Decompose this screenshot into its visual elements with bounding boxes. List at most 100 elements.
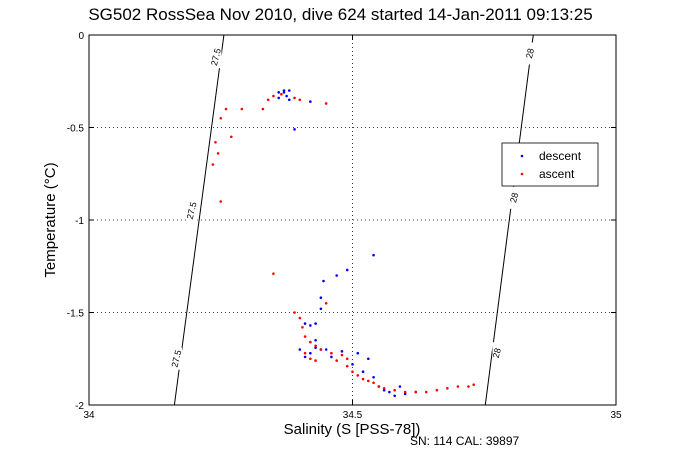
ascent-point [372,381,375,385]
ascent-point [367,379,370,383]
ascent-point [298,316,302,320]
descent-point [293,128,296,131]
descent-point [398,385,402,388]
ascent-point [280,92,283,96]
ascent-point [393,388,396,392]
ascent-point [324,102,328,105]
descent-point [340,350,344,353]
ascent-point [335,359,338,362]
descent-point [372,375,375,379]
legend-marker-descent [520,154,524,158]
isopycnal-label: 27.5 [185,201,199,220]
ascent-point [351,370,354,374]
legend-label-descent: descent [539,149,582,163]
ascent-point [356,374,360,377]
y-tick-label: -2 [75,401,84,412]
descent-point [367,357,370,361]
descent-point [356,351,360,355]
descent-point [303,355,307,359]
descent-point [322,279,325,283]
descent-point [298,348,302,351]
isopycnal-label-bg [509,186,520,209]
x-axis-label: Salinity (S [PSS-78]) [284,421,421,438]
ascent-point [303,335,307,338]
ascent-point [377,385,381,388]
y-tick-label: 0 [78,31,84,42]
grid-lines [89,35,616,405]
ascent-point [340,353,344,357]
ascent-point [314,359,317,362]
descent-point [287,89,291,92]
legend-box [501,142,599,187]
descent-point [324,348,328,351]
descent-point [382,388,386,392]
calibration-footer: SN: 114 CAL: 39897 [410,434,520,448]
ascent-point [211,163,215,166]
ascent-point [314,344,317,348]
x-tick-label: 34.5 [343,410,363,421]
descent-point [309,324,312,327]
ascent-point [309,340,312,344]
ascent-point [345,357,349,361]
ascent-point [214,141,217,144]
descent-point [282,89,286,92]
isopycnal-lines: 27.5 27.5 27.5 28 28 28 [169,34,536,406]
ascent-point [301,326,304,329]
isopycnal-label-bg [525,42,536,65]
descent-point [319,307,323,311]
ascent-point [330,351,333,355]
ascent-point [446,387,449,390]
y-tick-label: -1 [75,216,84,227]
y-axis-ticks: 0 -0.5 -1 -1.5 -2 [67,31,616,412]
descent-point [330,355,333,359]
y-tick-label: -1.5 [67,309,85,320]
ascent-point [414,390,418,394]
ascent-point [324,301,328,305]
ascent-point [293,96,296,100]
ascent-point [303,351,307,355]
x-tick-label: 34 [83,410,95,421]
isopycnal-label: 28 [508,192,520,204]
ascent-point [216,152,220,155]
ascent-point [382,387,386,390]
isopycnal-label-bg [211,46,222,69]
legend-label-ascent: ascent [539,167,575,181]
isopycnal-label: 27.5 [209,47,223,66]
ascent-point [345,364,349,368]
descent-point [403,392,407,396]
descent-point [314,322,317,325]
isopycnal-label-bg [187,199,198,222]
isopycnal-label: 28 [524,47,536,59]
descent-point [285,94,288,98]
isopycnal-label: 27.5 [169,349,183,368]
descent-point [345,268,349,272]
x-tick-label: 35 [610,410,622,421]
ascent-point [229,135,233,139]
x-axis-ticks: 34 34.5 35 [83,35,622,421]
ascent-point [219,200,223,203]
descent-point [277,96,281,100]
descent-point [314,338,317,342]
ascent-point [403,390,407,394]
ascent-point [319,348,323,351]
ascent-point [298,98,302,102]
isopycnal-line [173,34,225,406]
ascent-point [261,107,265,111]
descent-point [309,351,312,355]
isopycnal-label: 28 [491,347,503,359]
ascent-point [266,98,270,102]
ascent-point [467,385,470,388]
ascent-point [361,377,365,381]
descent-point [309,100,312,103]
legend-marker-ascent [520,172,524,176]
descent-point [388,390,391,394]
ascent-point [272,94,275,98]
descent-point [277,91,281,94]
ascent-point [293,311,296,314]
ascent-point [219,116,223,120]
ascent-point [272,272,275,275]
ascent-point [309,357,312,361]
descent-point [393,394,396,398]
data-points [211,89,476,398]
